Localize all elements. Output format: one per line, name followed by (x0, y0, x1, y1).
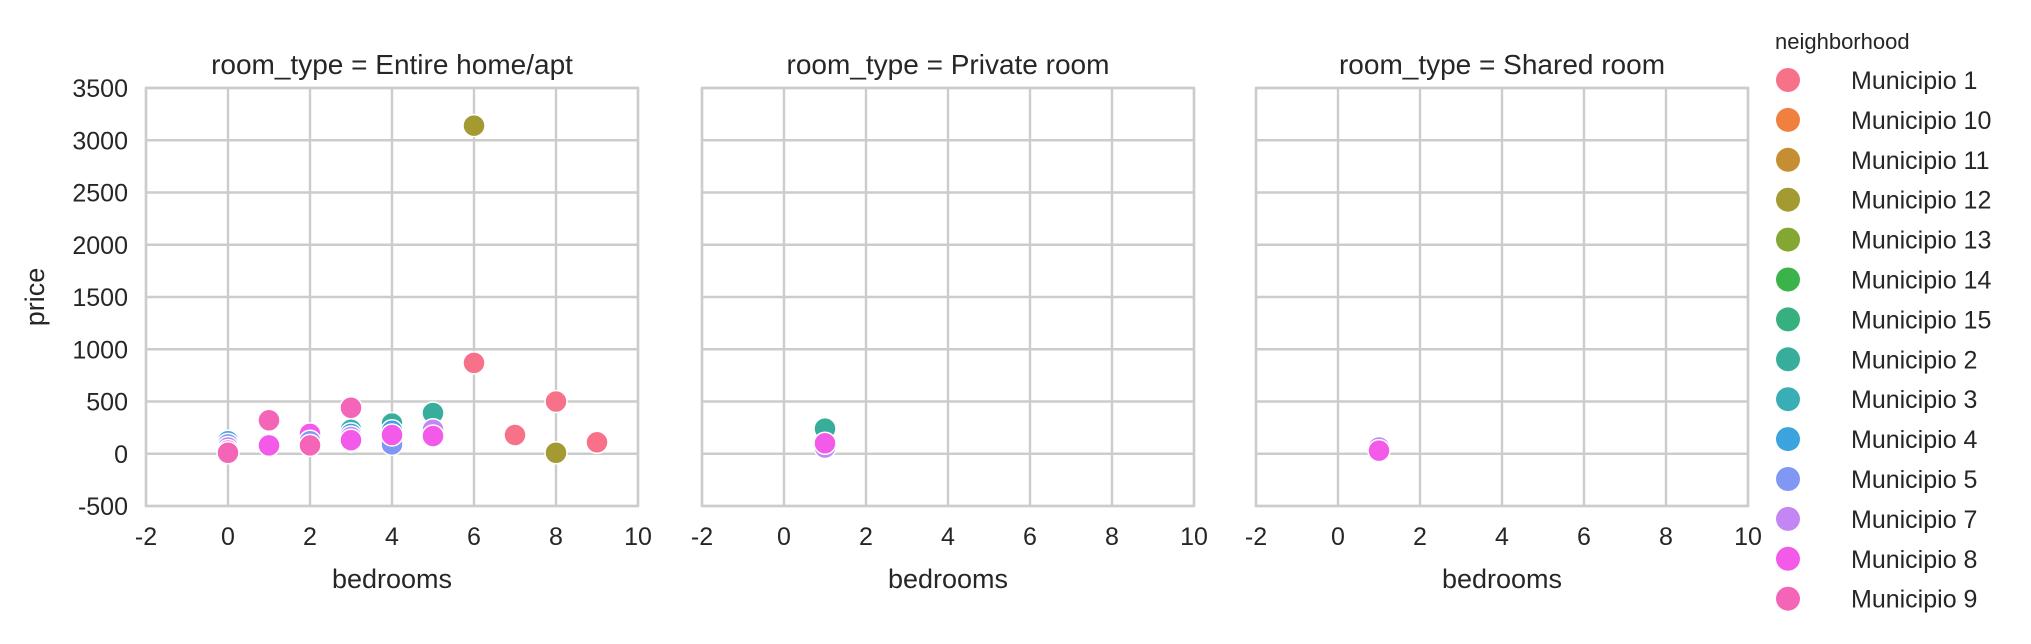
y-tick-label: 500 (86, 389, 128, 417)
legend-label: Municipio 9 (1851, 586, 1977, 614)
scatter-point (585, 430, 609, 455)
scatter-point (339, 396, 363, 420)
legend-label: Municipio 15 (1851, 306, 1991, 334)
facet-title: room_type = Entire home/apt (211, 49, 573, 80)
legend-label: Municipio 13 (1851, 227, 1991, 255)
y-tick-label: -500 (78, 493, 128, 521)
x-tick-label: 4 (941, 523, 955, 551)
y-tick-label: 3500 (72, 75, 128, 103)
facet-panel-3: room_type = Shared room -2 0 2 4 6 8 10 bedrooms (1245, 49, 1762, 594)
x-tick-label: 10 (624, 523, 652, 551)
plot-frame (1254, 86, 1750, 508)
x-axis-label: bedrooms (888, 564, 1008, 594)
scatter-point (257, 408, 281, 433)
legend-marker (1776, 506, 1800, 531)
x-tick-label: 6 (467, 523, 481, 551)
legend-label: Municipio 8 (1851, 546, 1977, 574)
legend-marker (1776, 347, 1800, 372)
x-tick-label: 8 (1105, 523, 1119, 551)
legend-marker (1776, 427, 1800, 452)
legend-marker (1776, 307, 1800, 332)
legend-marker (1776, 546, 1800, 571)
x-tick-label: -2 (135, 523, 157, 551)
y-tick-label: 1500 (72, 284, 128, 312)
legend-marker (1776, 147, 1800, 172)
y-tick-label: 0 (114, 441, 128, 469)
legend-label: Municipio 11 (1851, 147, 1990, 175)
facet-title: room_type = Shared room (1339, 49, 1665, 80)
x-axis-label: bedrooms (1442, 564, 1562, 594)
legend-label: Municipio 2 (1851, 346, 1977, 374)
legend-label: Municipio 10 (1851, 107, 1991, 135)
legend-marker (1776, 107, 1800, 132)
legend-label: Municipio 12 (1851, 187, 1991, 215)
legend-label: Municipio 1 (1851, 67, 1977, 95)
scatter-point (462, 113, 486, 138)
scatter-point (380, 423, 404, 447)
legend-title: neighborhood (1775, 29, 1910, 54)
x-tick-label: 10 (1180, 523, 1208, 551)
legend-marker (1776, 586, 1800, 611)
x-tick-label: 2 (303, 523, 317, 551)
x-tick-label: 2 (1413, 523, 1427, 551)
x-tick-label: -2 (1245, 523, 1267, 551)
legend-label: Municipio 7 (1851, 506, 1977, 534)
legend-label: Municipio 14 (1851, 267, 1991, 295)
plot-frame (700, 86, 1196, 508)
legend-label: Municipio 5 (1851, 466, 1977, 494)
y-tick-label: 3000 (72, 127, 128, 155)
legend: neighborhood Municipio 1 Municipio 10 Munic… (1775, 29, 1991, 614)
x-tick-label: 6 (1577, 523, 1591, 551)
y-tick-label: 1000 (72, 336, 128, 364)
scatter-point (1367, 438, 1391, 463)
x-axis-label: bedrooms (332, 564, 452, 594)
scatter-point (813, 431, 837, 456)
y-tick-label: 2000 (72, 232, 128, 260)
x-tick-label: 0 (1331, 523, 1345, 551)
legend-marker (1776, 387, 1800, 412)
x-tick-label: 6 (1023, 523, 1037, 551)
scatter-point (339, 428, 363, 452)
facet-panel-2: room_type = Private room -2 0 2 4 6 8 10 bedroom… (691, 49, 1208, 594)
legend-label: Municipio 4 (1851, 426, 1978, 454)
x-tick-label: -2 (691, 523, 713, 551)
legend-label: Municipio 3 (1851, 386, 1977, 414)
y-tick-label: 2500 (72, 180, 128, 208)
facet-title: room_type = Private room (787, 49, 1110, 80)
legend-marker (1776, 467, 1800, 491)
scatter-point (216, 440, 240, 465)
scatter-point (503, 423, 527, 447)
legend-marker (1776, 187, 1800, 212)
plot-frame (144, 86, 640, 508)
x-tick-label: 8 (1659, 523, 1673, 551)
scatter-point (257, 433, 281, 458)
scatter-point (462, 351, 486, 375)
x-tick-label: 4 (1495, 523, 1509, 551)
x-tick-label: 10 (1734, 523, 1762, 551)
scatter-point (544, 389, 568, 414)
x-tick-label: 0 (777, 523, 791, 551)
scatter-point (298, 433, 322, 458)
scatter-point (544, 440, 568, 465)
legend-marker (1776, 227, 1800, 252)
legend-marker (1776, 267, 1800, 292)
x-tick-label: 4 (385, 523, 399, 551)
x-tick-label: 8 (549, 523, 563, 551)
facet-panel-1: room_type = Entire home/apt -2 0 2 4 6 8 10 bedr… (20, 49, 652, 594)
scatter-point (421, 424, 445, 448)
legend-marker (1776, 68, 1800, 92)
x-tick-label: 0 (221, 523, 235, 551)
x-tick-label: 2 (859, 523, 873, 551)
y-axis-label: price (20, 268, 50, 327)
